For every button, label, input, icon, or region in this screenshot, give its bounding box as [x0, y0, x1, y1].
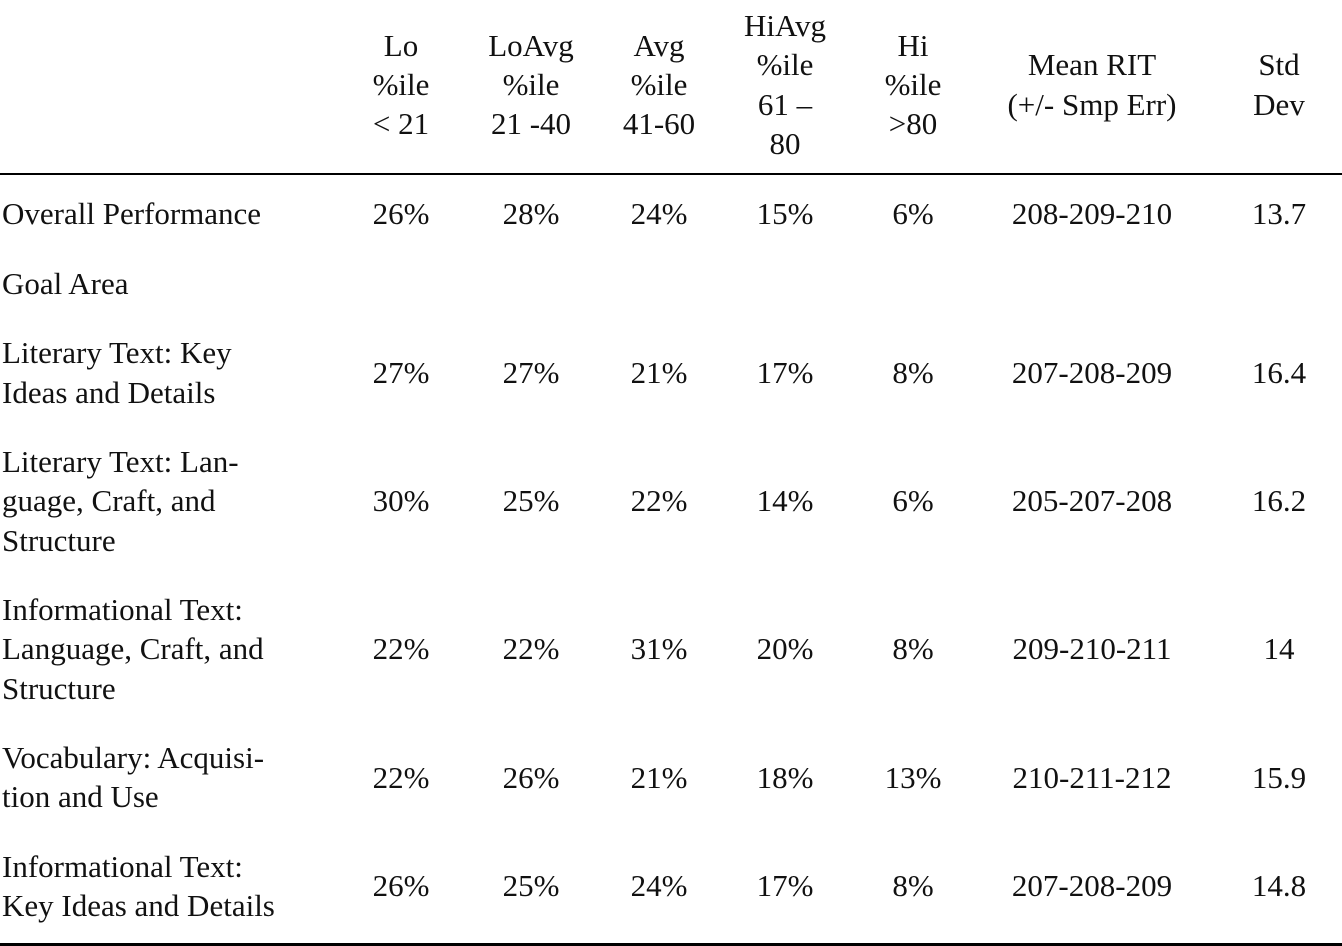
cell-avg: 21%: [630, 759, 688, 795]
cell-mean-rit: 210-211-212: [1012, 759, 1172, 795]
cell-hiavg: 20%: [756, 631, 814, 667]
column-header-loavg-percentile: LoAvg %ile 21 -40: [456, 0, 606, 176]
cell-std-dev: 13.7: [1251, 196, 1307, 232]
column-header-hi-percentile: Hi %ile >80: [858, 0, 968, 176]
cell-loavg: 26%: [502, 759, 560, 795]
cell-std-dev: [1216, 249, 1342, 318]
cell-hiavg: 18%: [756, 759, 814, 795]
table-row-literary-text-language-craft: Literary Text: Lan- guage, Craft, and St…: [0, 427, 1342, 575]
table-row-informational-text-key-ideas: Informational Text: Key Ideas and Detail…: [0, 832, 1342, 945]
header-row: Lo %ile < 21 LoAvg %ile 21 -40 Avg %ile …: [0, 0, 1342, 176]
cell-lo: 22%: [372, 631, 430, 667]
row-label: Literary Text: Key Ideas and Details: [2, 335, 232, 410]
table-row-goal-area: Goal Area: [0, 249, 1342, 318]
cell-mean-rit: 207-208-209: [1011, 868, 1173, 904]
cell-avg: 24%: [630, 196, 688, 232]
cell-hiavg: 14%: [756, 483, 814, 519]
cell-avg: [606, 249, 712, 318]
row-label: Goal Area: [2, 265, 129, 301]
cell-mean-rit: 208-209-210: [1011, 196, 1173, 232]
row-label: Vocabulary: Acquisi- tion and Use: [2, 740, 265, 815]
cell-avg: 24%: [630, 868, 688, 904]
cell-loavg: 25%: [502, 868, 560, 904]
cell-hiavg: 15%: [756, 196, 814, 232]
cell-lo: [346, 249, 456, 318]
cell-loavg: 25%: [502, 483, 560, 519]
cell-lo: 27%: [372, 354, 430, 390]
cell-hi: 8%: [892, 354, 934, 390]
cell-lo: 26%: [372, 868, 430, 904]
cell-hi: 8%: [892, 631, 934, 667]
table-row-overall-performance: Overall Performance 26% 28% 24% 15% 6% 2…: [0, 174, 1342, 248]
cell-avg: 21%: [630, 354, 688, 390]
cell-hi: 8%: [892, 868, 934, 904]
cell-lo: 22%: [372, 759, 430, 795]
row-label: Overall Performance: [2, 196, 262, 232]
cell-mean-rit: 209-210-211: [1012, 631, 1172, 667]
cell-hiavg: 17%: [756, 354, 814, 390]
column-header-blank: [0, 0, 346, 176]
cell-avg: 22%: [630, 483, 688, 519]
column-header-mean-rit: Mean RIT (+/- Smp Err): [968, 0, 1216, 176]
column-header-lo-percentile: Lo %ile < 21: [346, 0, 456, 176]
cell-loavg: 28%: [502, 196, 560, 232]
cell-loavg: 27%: [502, 354, 560, 390]
cell-hiavg: 17%: [756, 868, 814, 904]
cell-mean-rit: 205-207-208: [1011, 483, 1173, 519]
cell-mean-rit: [968, 249, 1216, 318]
cell-hiavg: [712, 249, 858, 318]
cell-std-dev: 16.2: [1251, 483, 1307, 519]
cell-lo: 30%: [372, 483, 430, 519]
column-header-avg-percentile: Avg %ile 41-60: [606, 0, 712, 176]
row-label: Informational Text: Language, Craft, and…: [2, 591, 264, 706]
cell-std-dev: 14.8: [1251, 868, 1307, 904]
row-label: Literary Text: Lan- guage, Craft, and St…: [2, 443, 239, 558]
cell-loavg: 22%: [502, 631, 560, 667]
column-header-std-dev: Std Dev: [1216, 0, 1342, 176]
cell-hi: 6%: [892, 483, 934, 519]
column-header-hiavg-percentile: HiAvg %ile 61 – 80: [712, 0, 858, 176]
cell-hi: 6%: [892, 196, 934, 232]
cell-std-dev: 14: [1263, 631, 1295, 667]
cell-hi: 13%: [884, 759, 942, 795]
cell-hi: [858, 249, 968, 318]
table-row-vocabulary-acquisition: Vocabulary: Acquisi- tion and Use 22% 26…: [0, 723, 1342, 832]
cell-std-dev: 16.4: [1251, 354, 1307, 390]
row-label: Informational Text: Key Ideas and Detail…: [2, 848, 275, 924]
cell-loavg: [456, 249, 606, 318]
table-row-informational-text-language-craft: Informational Text: Language, Craft, and…: [0, 575, 1342, 723]
cell-mean-rit: 207-208-209: [1011, 354, 1173, 390]
table-row-literary-text-key-ideas: Literary Text: Key Ideas and Details 27%…: [0, 318, 1342, 427]
cell-std-dev: 15.9: [1251, 759, 1307, 795]
cell-avg: 31%: [630, 631, 688, 667]
cell-lo: 26%: [372, 196, 430, 232]
